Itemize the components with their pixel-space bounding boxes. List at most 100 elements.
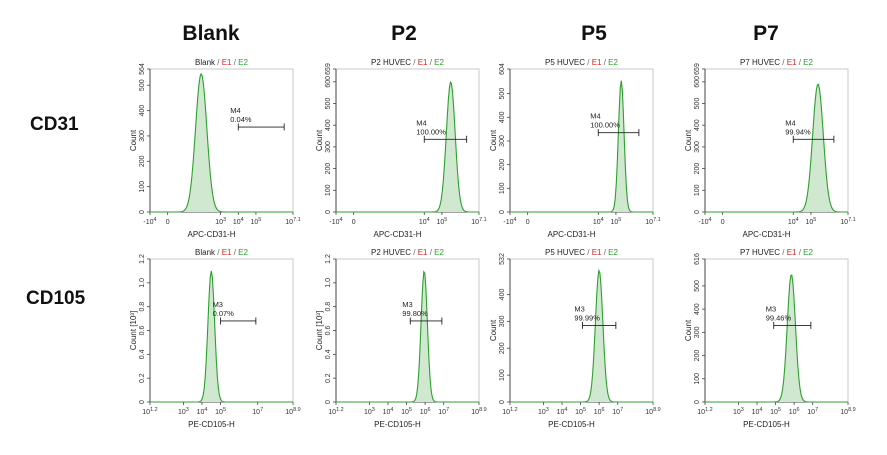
histogram-svg: P5 HUVEC / E1 / E2 0 100 200 300 400 500 604 Cou… xyxy=(489,58,661,239)
gate-percent: 0.07% xyxy=(213,309,235,318)
y-tick-label: 100 xyxy=(139,181,146,193)
axis-lines xyxy=(149,259,293,403)
gate-name: M4 xyxy=(230,106,240,115)
histogram-fill xyxy=(150,270,293,402)
gate-percent: 0.04% xyxy=(230,115,252,124)
y-tick-label: 0 xyxy=(694,210,701,214)
x-tick-label: 108.9 xyxy=(471,407,486,416)
axis-lines xyxy=(509,69,653,213)
panel-title: P2 HUVEC / E1 / E2 xyxy=(371,248,444,257)
x-axis-label: APC-CD31-H xyxy=(373,230,421,239)
y-tick-label: 500 xyxy=(499,88,506,100)
panel-title: P5 HUVEC / E1 / E2 xyxy=(545,58,618,67)
y-tick-label: 0.8 xyxy=(325,302,332,312)
y-tick-label: 0.4 xyxy=(139,349,146,359)
histogram-fill xyxy=(336,271,479,402)
histogram-fill xyxy=(150,73,293,212)
y-axis-label: Count [10³] xyxy=(315,311,324,351)
y-tick-label: 400 xyxy=(694,119,701,131)
x-tick-label: -104 xyxy=(329,217,342,226)
y-tick-label: 0 xyxy=(139,400,146,404)
gate-name: M4 xyxy=(416,118,426,127)
y-tick-label: 0 xyxy=(325,210,332,214)
y-tick-label: 500 xyxy=(325,98,332,110)
histogram-panel-cd31-p5: P5 HUVEC / E1 / E2 0 100 200 300 400 500 604 Cou… xyxy=(488,57,668,242)
y-tick-label: 0.4 xyxy=(325,349,332,359)
gate-name: M4 xyxy=(785,118,795,127)
y-tick-label: 400 xyxy=(139,105,146,117)
plot-frame xyxy=(509,68,654,213)
histogram-panel-cd105-p2: P2 HUVEC / E1 / E2 0 0.2 0.4 0.6 0.8 1.0 1.2 Cou… xyxy=(314,247,494,432)
y-axis-label: Count xyxy=(684,129,693,151)
y-tick-label: 200 xyxy=(694,163,701,175)
y-tick-label: 600 xyxy=(694,76,701,88)
x-tick-label: 107 xyxy=(252,407,263,416)
x-axis-label: PE-CD105-H xyxy=(374,420,421,429)
y-tick-label: 564 xyxy=(139,63,146,75)
gate-percent: 100.00% xyxy=(590,121,620,130)
y-tick-label: 616 xyxy=(694,253,701,265)
x-tick-label: 101.2 xyxy=(697,407,712,416)
x-tick-label: 104 xyxy=(419,217,430,226)
axis-lines xyxy=(509,259,653,403)
panel-title: P7 HUVEC / E1 / E2 xyxy=(740,248,813,257)
histogram-line xyxy=(510,80,653,213)
panel-title: P5 HUVEC / E1 / E2 xyxy=(545,248,618,257)
x-tick-label: 108.9 xyxy=(840,407,855,416)
y-tick-label: 1.2 xyxy=(325,254,332,264)
y-tick-label: 0 xyxy=(325,400,332,404)
gate-percent: 99.99% xyxy=(574,313,600,322)
y-tick-label: 300 xyxy=(139,130,146,142)
y-tick-label: 100 xyxy=(499,369,506,381)
plot-frame xyxy=(704,258,849,403)
histogram-svg: P2 HUVEC / E1 / E2 0 100 200 300 400 500 600659… xyxy=(315,58,487,239)
x-tick-label: 107 xyxy=(807,407,818,416)
x-tick-label: -104 xyxy=(698,217,711,226)
histogram-svg: P2 HUVEC / E1 / E2 0 0.2 0.4 0.6 0.8 1.0 1.2 Cou… xyxy=(315,248,487,429)
x-tick-label: 103 xyxy=(178,407,189,416)
y-tick-label: 100 xyxy=(694,184,701,196)
gate-percent: 99.80% xyxy=(402,309,428,318)
gate-marker xyxy=(220,317,257,325)
x-tick-label: 0 xyxy=(352,219,356,226)
y-tick-label: 659 xyxy=(694,63,701,75)
x-tick-label: 103 xyxy=(215,217,226,226)
y-tick-label: 0.2 xyxy=(139,373,146,383)
gate-name: M3 xyxy=(574,304,584,313)
x-tick-label: 108.9 xyxy=(285,407,300,416)
x-tick-label: -104 xyxy=(503,217,516,226)
y-tick-label: 1.0 xyxy=(325,278,332,288)
row-header-cd105: CD105 xyxy=(26,288,86,309)
gate-percent: 100.00% xyxy=(416,127,446,136)
y-tick-label: 0.6 xyxy=(325,326,332,336)
column-header-p2: P2 xyxy=(391,22,417,45)
histogram-svg: P7 HUVEC / E1 / E2 0 100 200 300 400 500 616 Cou… xyxy=(684,248,856,429)
histogram-panel-cd105-p5: P5 HUVEC / E1 / E2 0 100 200 300 400 532 Count 1… xyxy=(488,247,668,432)
y-tick-label: 400 xyxy=(325,119,332,131)
x-axis-label: PE-CD105-H xyxy=(743,420,790,429)
histogram-svg: Blank / E1 / E2 0 0.2 0.4 0.6 0.8 1.0 1.2 Count … xyxy=(129,248,301,429)
column-header-p7: P7 xyxy=(753,22,779,45)
panel-title: Blank / E1 / E2 xyxy=(195,58,248,67)
histogram-fill xyxy=(705,275,848,402)
x-tick-label: 107.1 xyxy=(645,217,660,226)
histogram-svg: P7 HUVEC / E1 / E2 0 100 200 300 400 500 600659… xyxy=(684,58,856,239)
y-tick-label: 0.2 xyxy=(325,373,332,383)
y-tick-label: 200 xyxy=(325,163,332,175)
plot-frame xyxy=(149,258,294,403)
y-tick-label: 200 xyxy=(694,350,701,362)
y-tick-label: 400 xyxy=(499,289,506,301)
y-axis-label: Count xyxy=(489,129,498,151)
gate-marker xyxy=(423,135,468,143)
y-tick-label: 400 xyxy=(694,303,701,315)
x-tick-label: 0 xyxy=(166,219,170,226)
y-tick-label: 600 xyxy=(325,76,332,88)
plot-frame xyxy=(509,258,654,403)
gate-marker xyxy=(773,321,812,329)
x-tick-label: 105 xyxy=(610,217,621,226)
x-tick-label: 107.1 xyxy=(471,217,486,226)
x-tick-label: 104 xyxy=(233,217,244,226)
y-tick-label: 200 xyxy=(499,342,506,354)
histogram-line xyxy=(150,72,293,213)
y-tick-label: 1.2 xyxy=(139,254,146,264)
